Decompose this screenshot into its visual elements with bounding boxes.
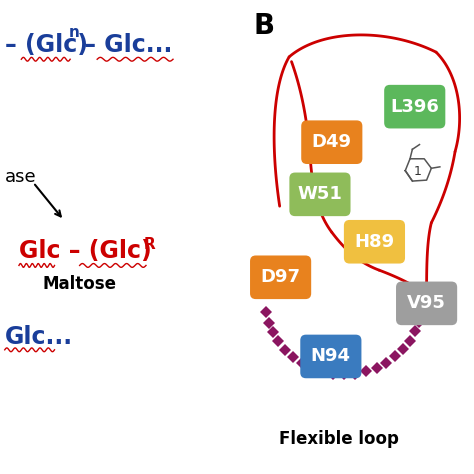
Text: ase: ase [5, 168, 36, 186]
Text: D97: D97 [261, 268, 301, 286]
Text: R: R [143, 237, 155, 252]
Text: 1: 1 [414, 165, 422, 178]
Text: N94: N94 [311, 347, 351, 365]
Text: V95: V95 [407, 294, 446, 312]
Text: Glc...: Glc... [5, 325, 73, 349]
Text: D49: D49 [312, 133, 352, 151]
Text: Glc – (Glc): Glc – (Glc) [19, 239, 152, 264]
Text: H89: H89 [355, 233, 394, 251]
Text: Maltose: Maltose [43, 275, 117, 293]
Text: L396: L396 [390, 98, 439, 116]
Text: – Glc...: – Glc... [76, 33, 172, 57]
FancyBboxPatch shape [301, 120, 362, 164]
Text: – (Glc): – (Glc) [5, 33, 88, 57]
FancyBboxPatch shape [384, 85, 445, 128]
Text: Flexible loop: Flexible loop [279, 430, 399, 448]
Text: B: B [254, 12, 275, 40]
FancyBboxPatch shape [301, 335, 361, 378]
FancyBboxPatch shape [289, 173, 350, 216]
Text: W51: W51 [298, 185, 342, 203]
FancyBboxPatch shape [344, 220, 405, 264]
Text: n: n [69, 25, 80, 40]
FancyBboxPatch shape [396, 282, 457, 325]
FancyBboxPatch shape [250, 255, 311, 299]
